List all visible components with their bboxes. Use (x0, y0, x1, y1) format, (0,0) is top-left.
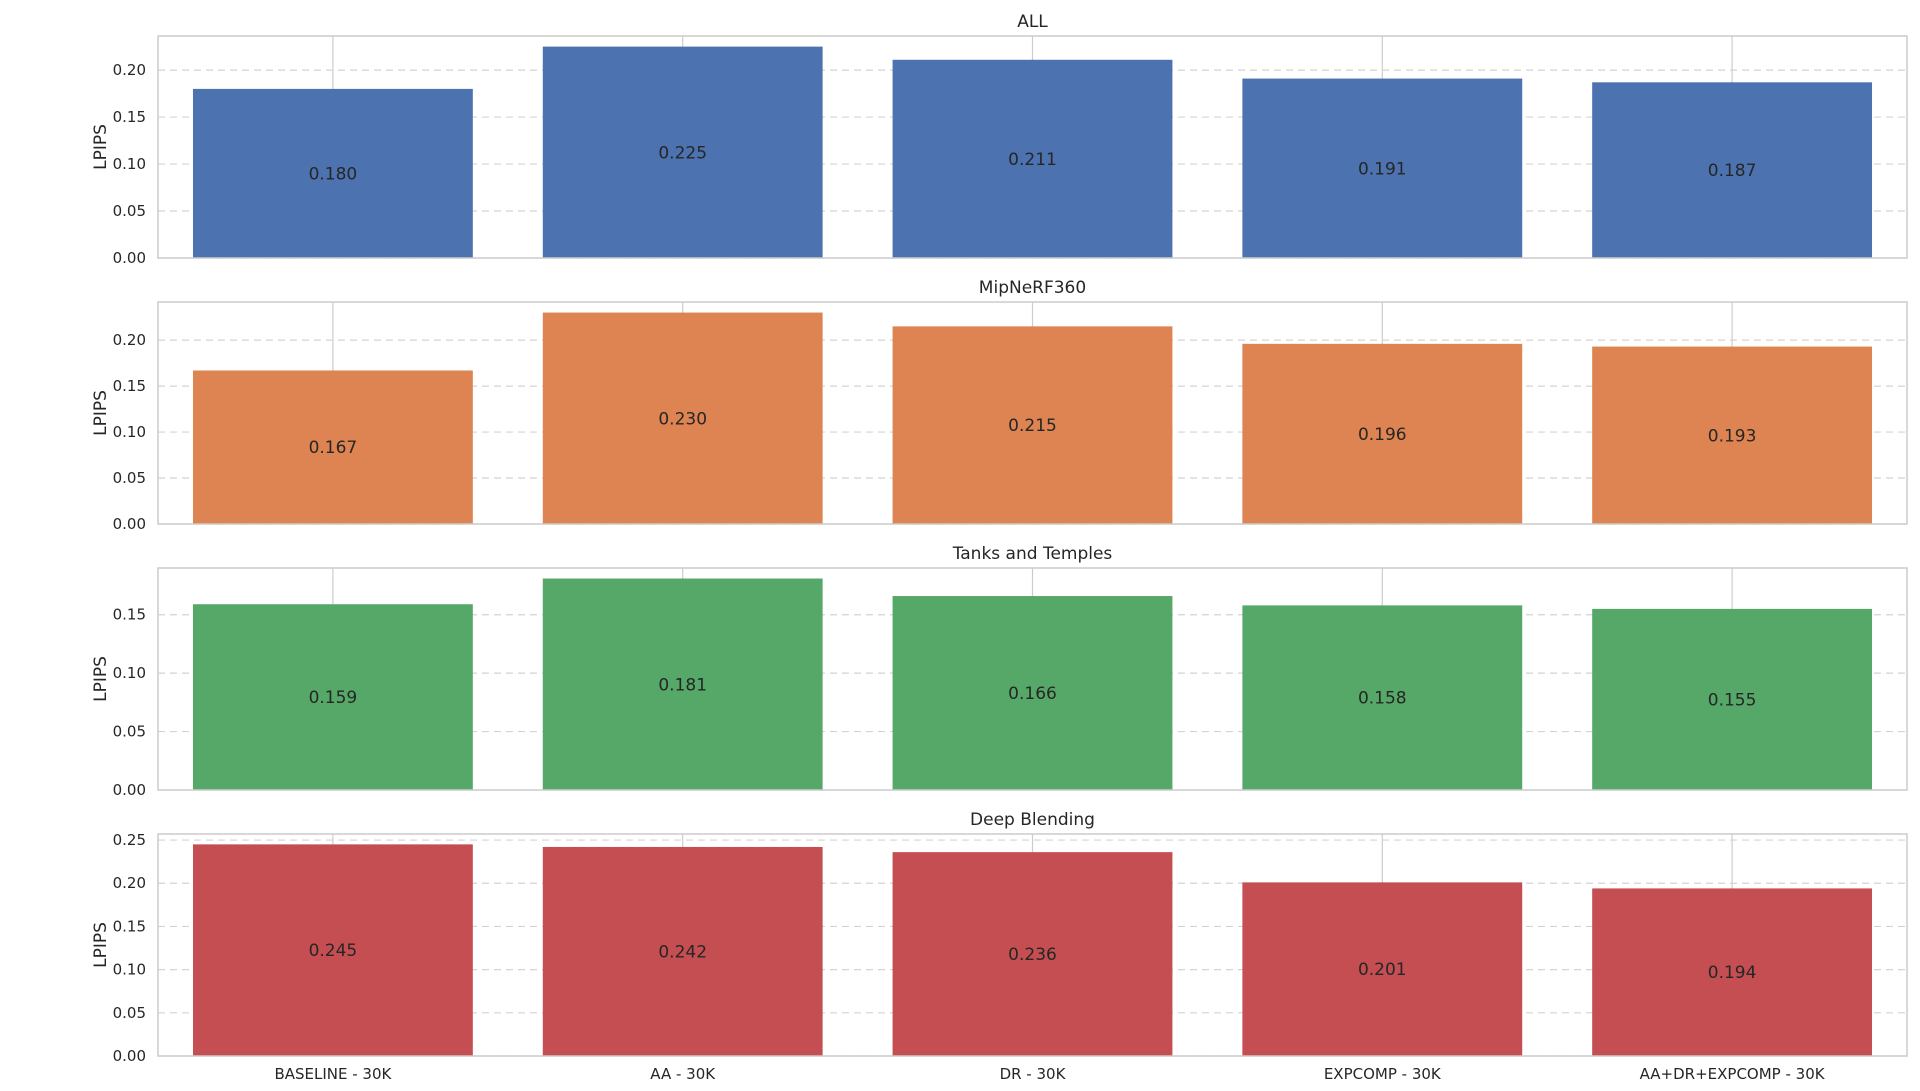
bar (1242, 78, 1523, 258)
data-label: 0.215 (1008, 416, 1057, 436)
panel-1: 0.00 0.05 0.10 0.15 0.20 0.167 0.230 0.215 0.196… (91, 278, 1908, 533)
data-label: 0.193 (1708, 426, 1757, 446)
panel-title: ALL (1017, 12, 1048, 32)
bar (542, 312, 823, 524)
bar (1592, 82, 1873, 258)
data-label: 0.242 (658, 942, 707, 962)
y-tick-label: 0.20 (113, 874, 146, 892)
data-label: 0.245 (309, 941, 358, 961)
x-tick-label: AA+DR+EXPCOMP - 30K (1640, 1065, 1826, 1083)
plot-frame (157, 567, 1908, 791)
data-label: 0.230 (658, 409, 707, 429)
data-label: 0.191 (1358, 159, 1407, 179)
bar (192, 844, 473, 1056)
panel-3: 0.00 0.05 0.10 0.15 0.20 0.25 0.245 0.242 0.236 0… (91, 810, 1908, 1065)
data-label: 0.196 (1358, 425, 1407, 445)
y-tick-label: 0.15 (113, 108, 146, 126)
bar (1242, 343, 1523, 524)
y-tick-label: 0.15 (113, 917, 146, 935)
data-label: 0.166 (1008, 684, 1057, 704)
bar (542, 846, 823, 1056)
data-label: 0.201 (1358, 960, 1407, 980)
data-label: 0.181 (658, 675, 707, 695)
x-tick-label: DR - 30K (1000, 1065, 1067, 1083)
bar (1242, 882, 1523, 1056)
y-tick-label: 0.15 (113, 606, 146, 624)
panel-0: 0.00 0.05 0.10 0.15 0.20 0.180 0.225 0.211 0.191… (91, 12, 1908, 267)
y-axis-label: LPIPS (91, 390, 111, 436)
bar (192, 604, 473, 790)
y-axis-label: LPIPS (91, 124, 111, 170)
bar (892, 326, 1173, 524)
y-tick-label: 0.00 (113, 781, 146, 799)
y-tick-label: 0.10 (113, 155, 146, 173)
y-axis-label: LPIPS (91, 922, 111, 968)
y-tick-label: 0.05 (113, 723, 146, 741)
x-tick-label: AA - 30K (650, 1065, 716, 1083)
data-label: 0.159 (309, 688, 358, 708)
data-label: 0.236 (1008, 945, 1057, 965)
y-tick-label: 0.05 (113, 202, 146, 220)
bar (192, 370, 473, 524)
bar (1592, 346, 1873, 524)
panel-title: MipNeRF360 (979, 278, 1086, 298)
bar (542, 46, 823, 258)
y-tick-label: 0.05 (113, 469, 146, 487)
data-label: 0.187 (1708, 161, 1757, 181)
plot-frame (157, 35, 1908, 259)
bar (542, 578, 823, 790)
panel-2: 0.00 0.05 0.10 0.15 0.159 0.181 0.166 0.158 0.15… (91, 544, 1908, 799)
x-tick-label: EXPCOMP - 30K (1324, 1065, 1442, 1083)
data-label: 0.167 (309, 438, 358, 458)
bar (892, 852, 1173, 1056)
y-tick-label: 0.10 (113, 961, 146, 979)
panel-title: Deep Blending (970, 810, 1095, 830)
data-label: 0.155 (1708, 690, 1757, 710)
y-tick-label: 0.00 (113, 515, 146, 533)
y-tick-label: 0.05 (113, 1004, 146, 1022)
y-tick-label: 0.25 (113, 831, 146, 849)
y-tick-label: 0.10 (113, 423, 146, 441)
y-tick-label: 0.00 (113, 1047, 146, 1065)
data-label: 0.211 (1008, 150, 1057, 170)
data-label: 0.194 (1708, 963, 1757, 983)
bar (1592, 888, 1873, 1056)
plot-frame (157, 833, 1908, 1057)
data-label: 0.158 (1358, 689, 1407, 709)
y-tick-label: 0.10 (113, 664, 146, 682)
y-axis-label: LPIPS (91, 656, 111, 702)
data-label: 0.225 (658, 143, 707, 163)
y-tick-label: 0.20 (113, 61, 146, 79)
bar (892, 59, 1173, 258)
data-label: 0.180 (309, 164, 358, 184)
bar (192, 88, 473, 258)
plot-frame (157, 301, 1908, 525)
x-tick-label: BASELINE - 30K (274, 1065, 392, 1083)
y-tick-label: 0.15 (113, 377, 146, 395)
y-tick-label: 0.20 (113, 331, 146, 349)
bar (1592, 608, 1873, 790)
bar (1242, 605, 1523, 790)
bar (892, 596, 1173, 790)
y-tick-label: 0.00 (113, 249, 146, 267)
panel-title: Tanks and Temples (952, 544, 1113, 564)
